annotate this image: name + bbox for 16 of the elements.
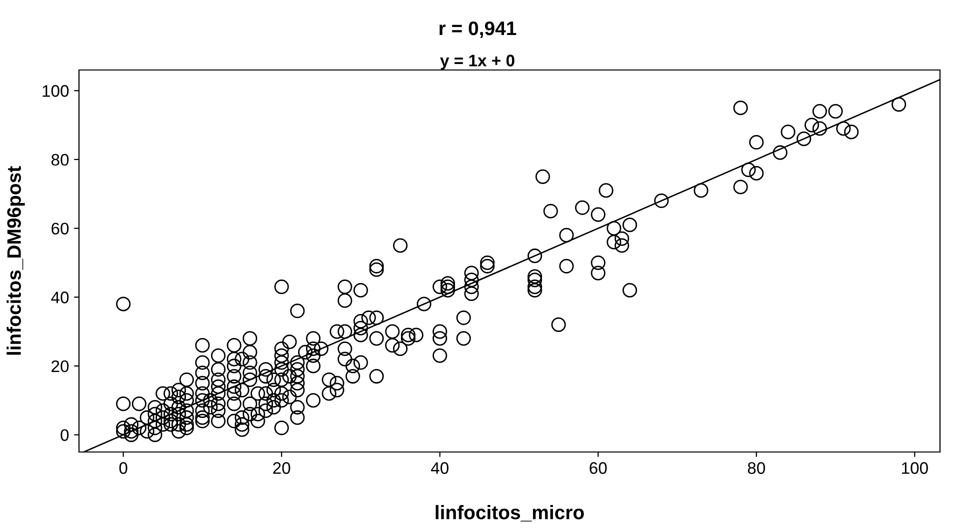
y-tick-label: 60 bbox=[52, 222, 69, 235]
y-tick-label: 100 bbox=[42, 85, 69, 97]
chart-subtitle: y = 1x + 0 bbox=[440, 54, 514, 70]
x-axis-title: linfocitos_micro bbox=[436, 505, 584, 522]
x-tick-label: 0 bbox=[119, 462, 128, 474]
x-tick-label: 60 bbox=[590, 462, 607, 474]
x-tick-label: 100 bbox=[902, 462, 928, 474]
x-tick-label: 20 bbox=[273, 462, 290, 474]
y-tick-label: 0 bbox=[60, 429, 69, 441]
y-tick-label: 20 bbox=[52, 360, 69, 372]
y-axis-title: linfocitos_DM96post bbox=[6, 166, 25, 355]
x-tick-label: 80 bbox=[748, 462, 766, 474]
y-tick-label: 80 bbox=[51, 154, 69, 166]
y-tick-label: 40 bbox=[51, 292, 69, 304]
x-tick-label: 40 bbox=[430, 462, 448, 474]
chart-title: r = 0,941 bbox=[440, 21, 516, 38]
